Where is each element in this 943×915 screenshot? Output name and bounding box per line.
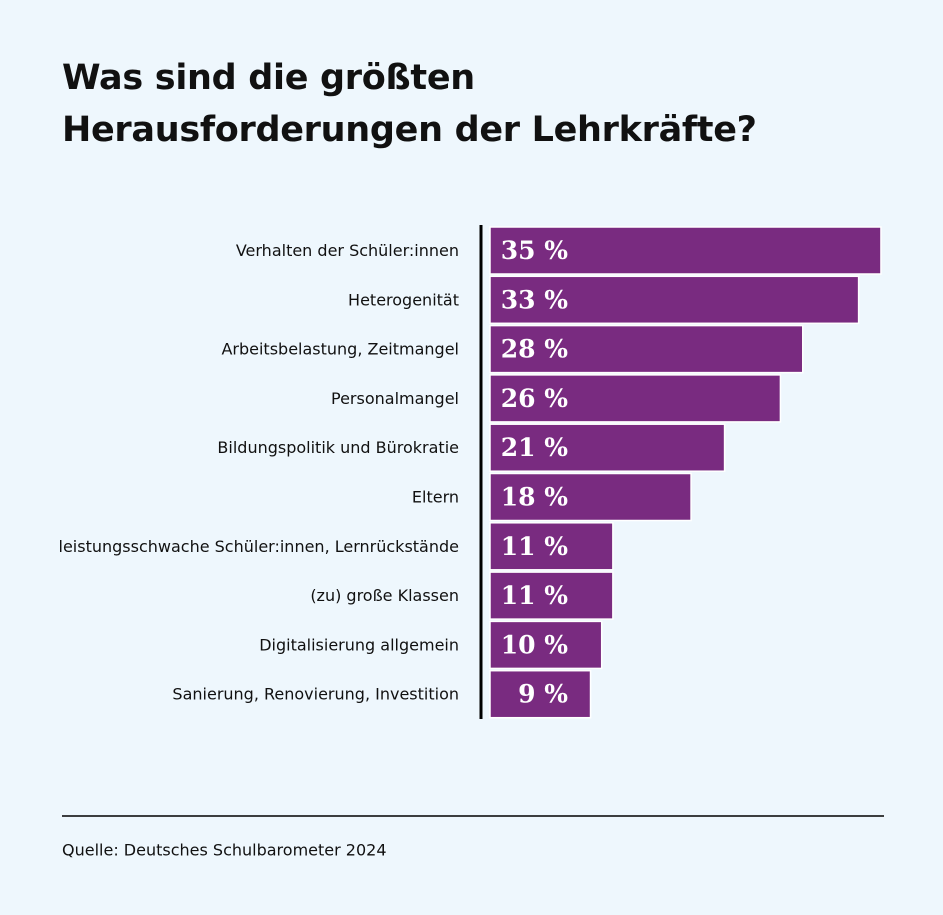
category-label: Sanierung, Renovierung, Investition [172,685,459,704]
category-label: Verhalten der Schüler:innen [236,241,459,260]
category-label: Eltern [412,488,459,507]
category-label: Heterogenität [348,290,459,309]
category-label: (zu) große Klassen [310,586,459,605]
data-label: 11 % [501,581,568,610]
bar [489,374,782,423]
bar [489,423,726,472]
category-label: Bildungspolitik und Bürokratie [217,438,459,457]
bar [489,324,804,374]
category-label: Digitalisierung allgemein [259,635,459,654]
data-label: 10 % [501,630,568,659]
bar [489,275,860,325]
data-label: 35 % [501,236,568,265]
data-label: 11 % [501,532,568,561]
category-label: leistungsschwache Schüler:innen, Lernrüc… [59,537,460,556]
data-label: 9 % [518,680,568,709]
data-label: 33 % [501,285,568,314]
data-label: 28 % [501,335,568,364]
source: Quelle: Deutsches Schulbarometer 2024 [62,841,387,860]
data-label: 21 % [501,433,568,462]
category-label: Arbeitsbelastung, Zeitmangel [221,340,459,359]
bar [489,571,614,620]
data-label: 18 % [501,483,568,512]
bar [489,669,592,719]
category-label: Personalmangel [331,389,459,408]
data-label: 26 % [501,384,568,413]
bar [489,620,603,670]
bar [489,472,692,522]
bar [489,522,614,571]
bar [489,226,882,275]
chart-title: Was sind die größten Herausforderungen d… [62,58,757,150]
